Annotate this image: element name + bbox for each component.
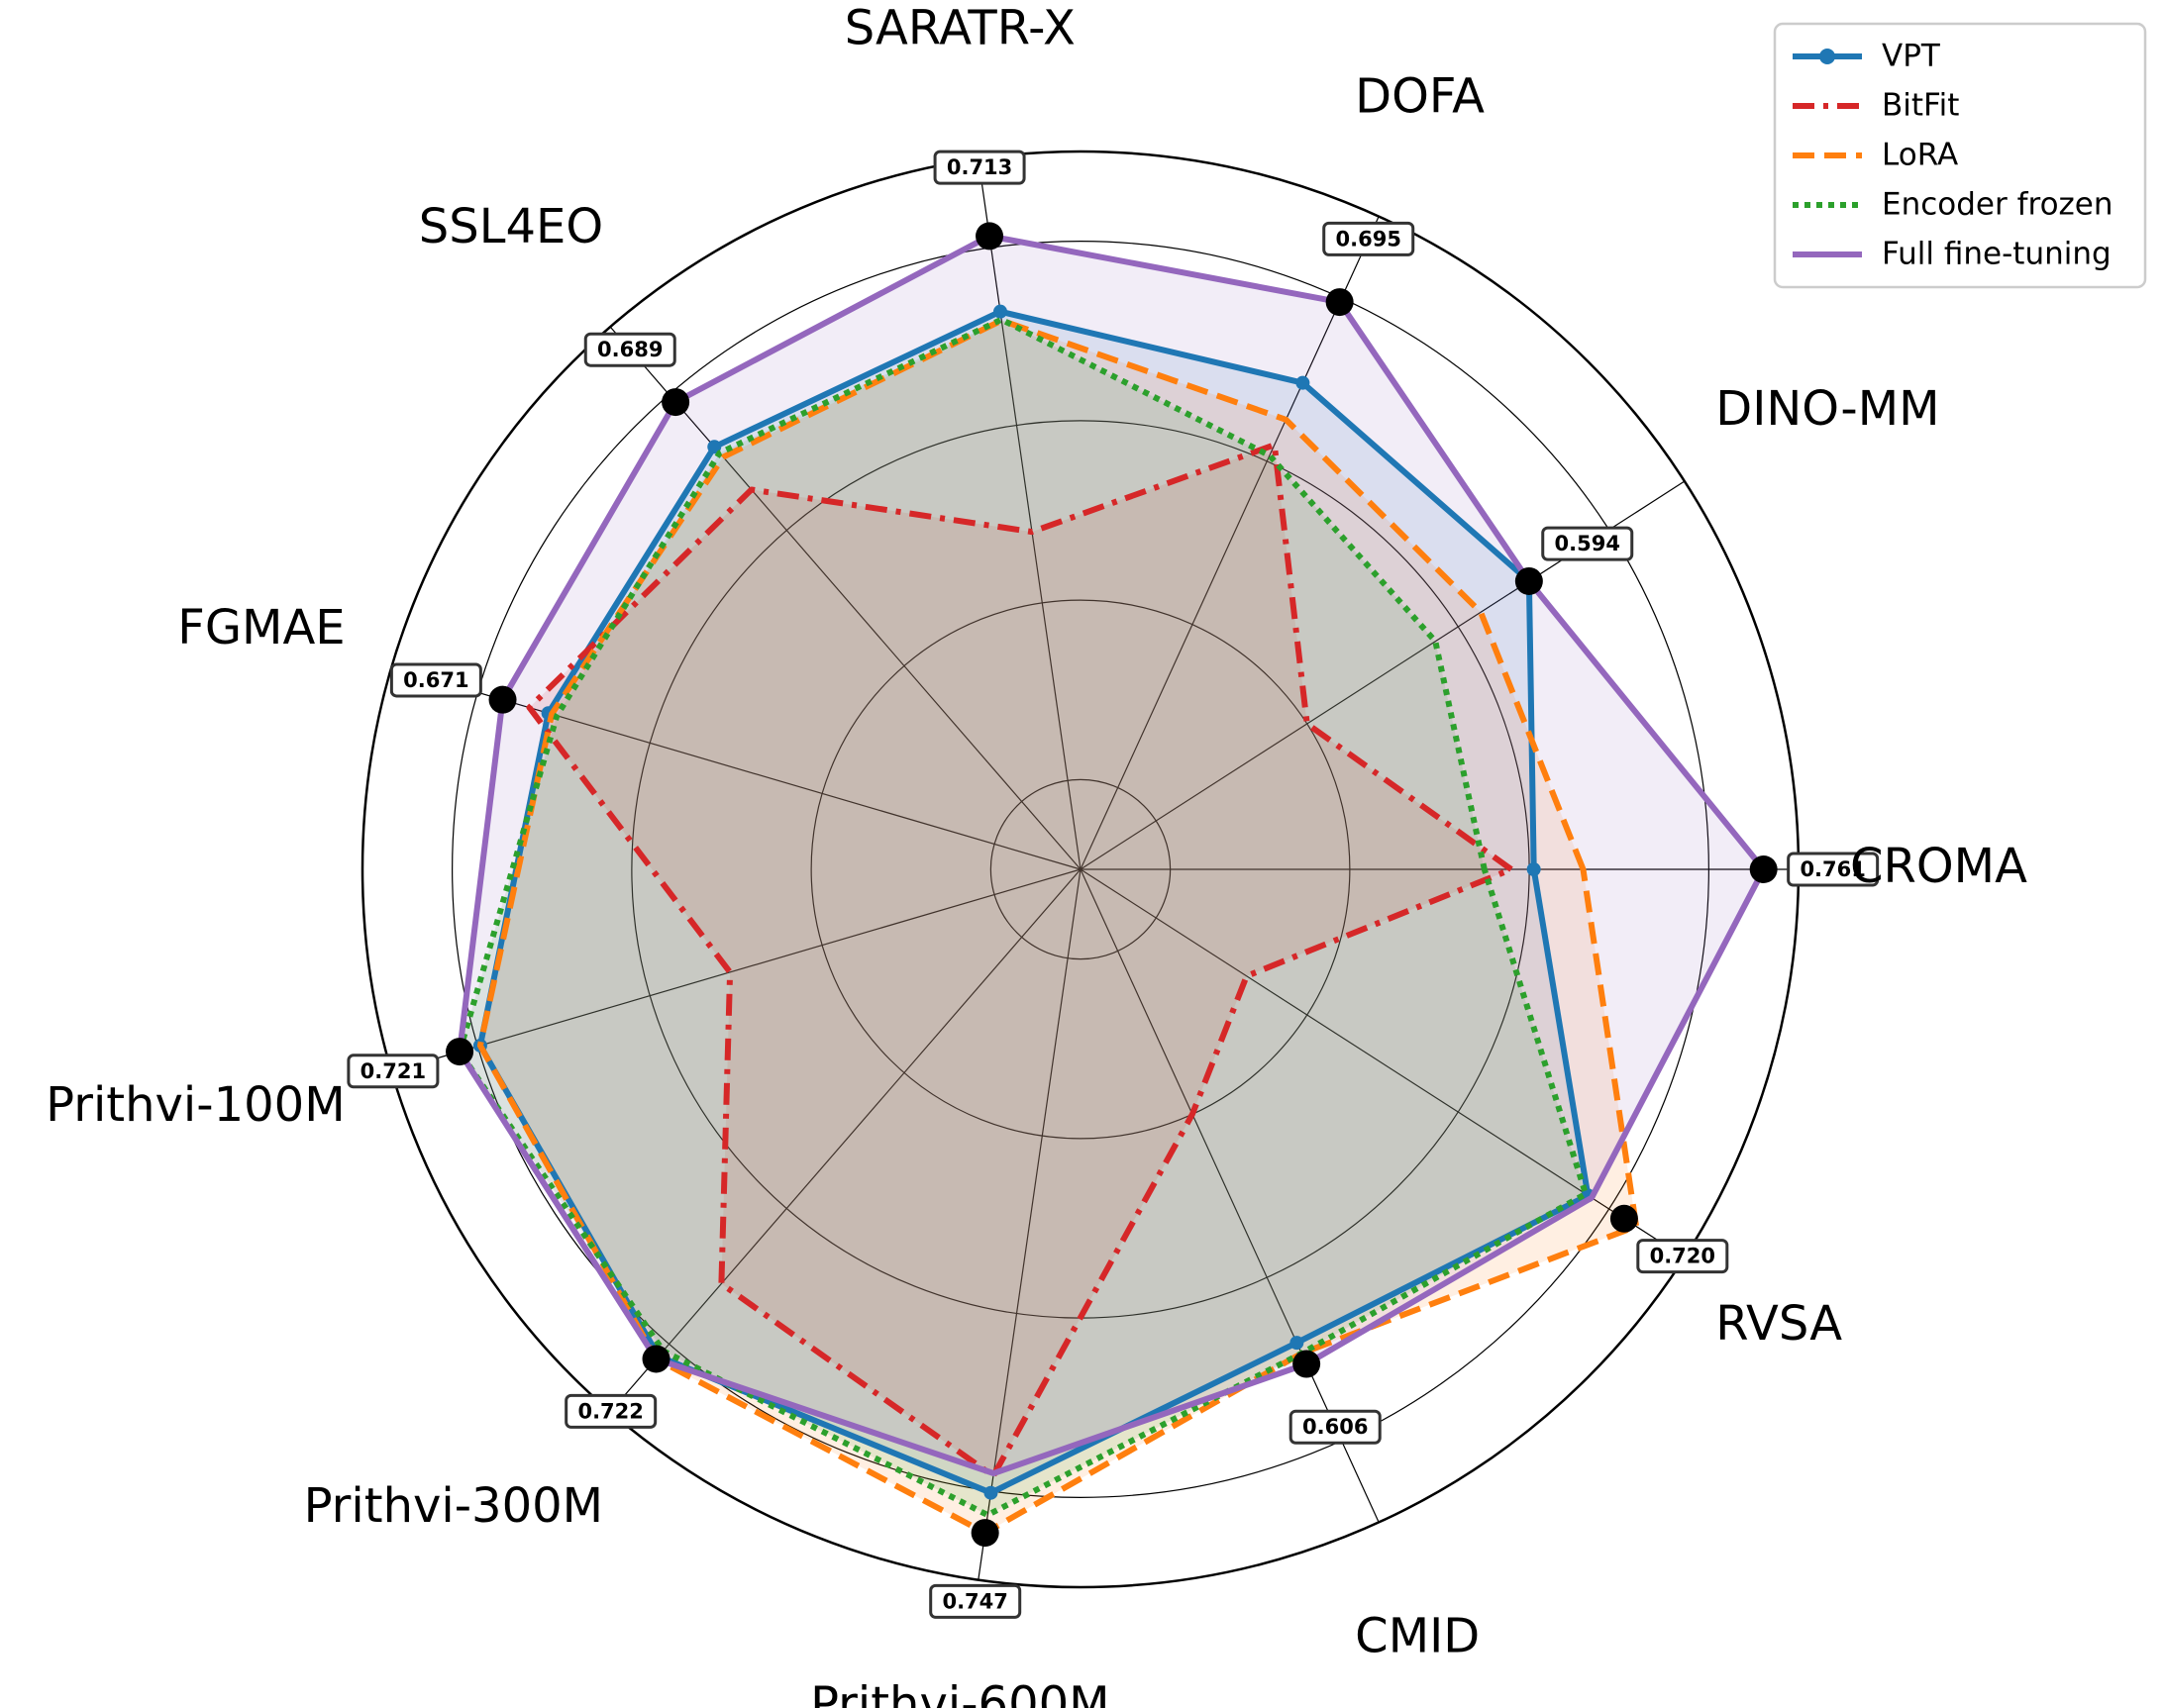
series-fills — [460, 236, 1764, 1534]
legend-label-encoder-frozen: Encoder frozen — [1882, 187, 2113, 223]
best-marker-cmid — [1292, 1350, 1321, 1378]
best-value-label: 0.721 — [361, 1059, 426, 1083]
best-value-label: 0.761 — [1800, 857, 1865, 881]
point-vpt-croma — [1526, 862, 1541, 876]
fill-full-fine-tuning — [460, 236, 1764, 1473]
best-label-box — [565, 1393, 658, 1429]
best-value-label: 0.606 — [1302, 1415, 1368, 1439]
best-label-box — [933, 150, 1026, 185]
best-marker-croma — [1749, 855, 1778, 883]
category-label-fgmae: FGMAE — [177, 600, 345, 655]
legend-label-vpt: VPT — [1882, 39, 1941, 74]
point-vpt-cmid — [1289, 1336, 1304, 1351]
legend-label-lora: LoRA — [1882, 138, 1958, 173]
best-label-box — [1541, 526, 1634, 561]
fill-bitfit — [529, 445, 1511, 1476]
point-vpt-dofa — [1295, 375, 1310, 390]
spoke-saratr-x — [978, 158, 1082, 870]
line-encoder-frozen — [457, 316, 1589, 1519]
best-value-label: 0.720 — [1650, 1245, 1715, 1268]
spoke-dofa — [1080, 216, 1380, 870]
line-vpt — [476, 308, 1592, 1496]
legend: VPT BitFit LoRA Encoder frozen Full fine-tun… — [1773, 22, 2147, 289]
category-label-croma: CROMA — [1850, 839, 2027, 894]
best-label-box — [1288, 1409, 1382, 1445]
best-label-box — [1636, 1239, 1729, 1274]
best-value-label: 0.747 — [942, 1589, 1007, 1613]
point-vpt-prithvi-600m — [983, 1485, 998, 1500]
best-marker-fgmae — [488, 685, 517, 714]
fill-encoder-frozen — [460, 319, 1587, 1516]
best-marker-dino-mm — [1514, 566, 1543, 595]
best-label-box — [1787, 852, 1880, 887]
legend-label-full-fine-tuning: Full fine-tuning — [1882, 237, 2112, 272]
category-label-ssl4eo: SSL4EO — [419, 199, 603, 254]
best-label-box — [389, 662, 482, 698]
best-value-label: 0.713 — [947, 155, 1012, 179]
category-labels: CROMA DINO-MM DOFA SARATR-X SSL4EO FGMAE Prith… — [46, 1, 2027, 1708]
spoke-prithvi-100m — [391, 868, 1082, 1072]
legend-box — [1773, 22, 2147, 289]
category-label-prithvi-300m: Prithvi-300M — [304, 1478, 604, 1534]
best-value-label: 0.594 — [1555, 532, 1620, 555]
best-value-label: 0.722 — [577, 1399, 643, 1423]
spoke-ssl4eo — [609, 326, 1082, 870]
best-label-box — [347, 1054, 440, 1089]
best-label-box — [929, 1583, 1022, 1619]
line-full-fine-tuning — [457, 233, 1767, 1476]
legend-label-bitfit: BitFit — [1882, 88, 1959, 124]
fill-vpt — [479, 311, 1589, 1493]
best-marker-prithvi-600m — [971, 1519, 999, 1548]
best-value-label: 0.695 — [1336, 227, 1401, 251]
line-bitfit — [526, 442, 1514, 1479]
legend-marker-vpt — [1819, 49, 1835, 64]
category-label-prithvi-600m: Prithvi-600M — [810, 1676, 1110, 1708]
best-marker-rvsa — [1609, 1204, 1638, 1233]
best-value-label: 0.689 — [597, 338, 663, 361]
best-value-markers: 0.761 0.594 0.695 0.713 0.689 0.671 0.721 0.722… — [347, 150, 1880, 1619]
best-marker-saratr-x — [976, 222, 1004, 251]
series-lines — [457, 233, 1767, 1537]
fill-lora — [479, 320, 1637, 1534]
category-label-prithvi-100m: Prithvi-100M — [46, 1077, 346, 1133]
spoke-prithvi-300m — [609, 868, 1082, 1413]
spoke-prithvi-600m — [978, 868, 1082, 1580]
category-label-cmid: CMID — [1355, 1609, 1480, 1664]
best-marker-dofa — [1325, 288, 1354, 317]
point-vpt-saratr-x — [993, 304, 1008, 319]
category-label-dino-mm: DINO-MM — [1715, 381, 1939, 437]
category-label-saratr-x: SARATR-X — [845, 1, 1076, 56]
best-marker-prithvi-100m — [446, 1038, 474, 1066]
best-label-box — [583, 332, 676, 367]
category-label-rvsa: RVSA — [1715, 1296, 1842, 1352]
point-vpt-ssl4eo — [707, 440, 722, 454]
category-label-dofa: DOFA — [1355, 68, 1485, 124]
best-marker-ssl4eo — [662, 388, 690, 417]
best-marker-prithvi-300m — [642, 1345, 670, 1373]
best-label-box — [1322, 221, 1415, 256]
best-value-label: 0.671 — [403, 668, 468, 692]
